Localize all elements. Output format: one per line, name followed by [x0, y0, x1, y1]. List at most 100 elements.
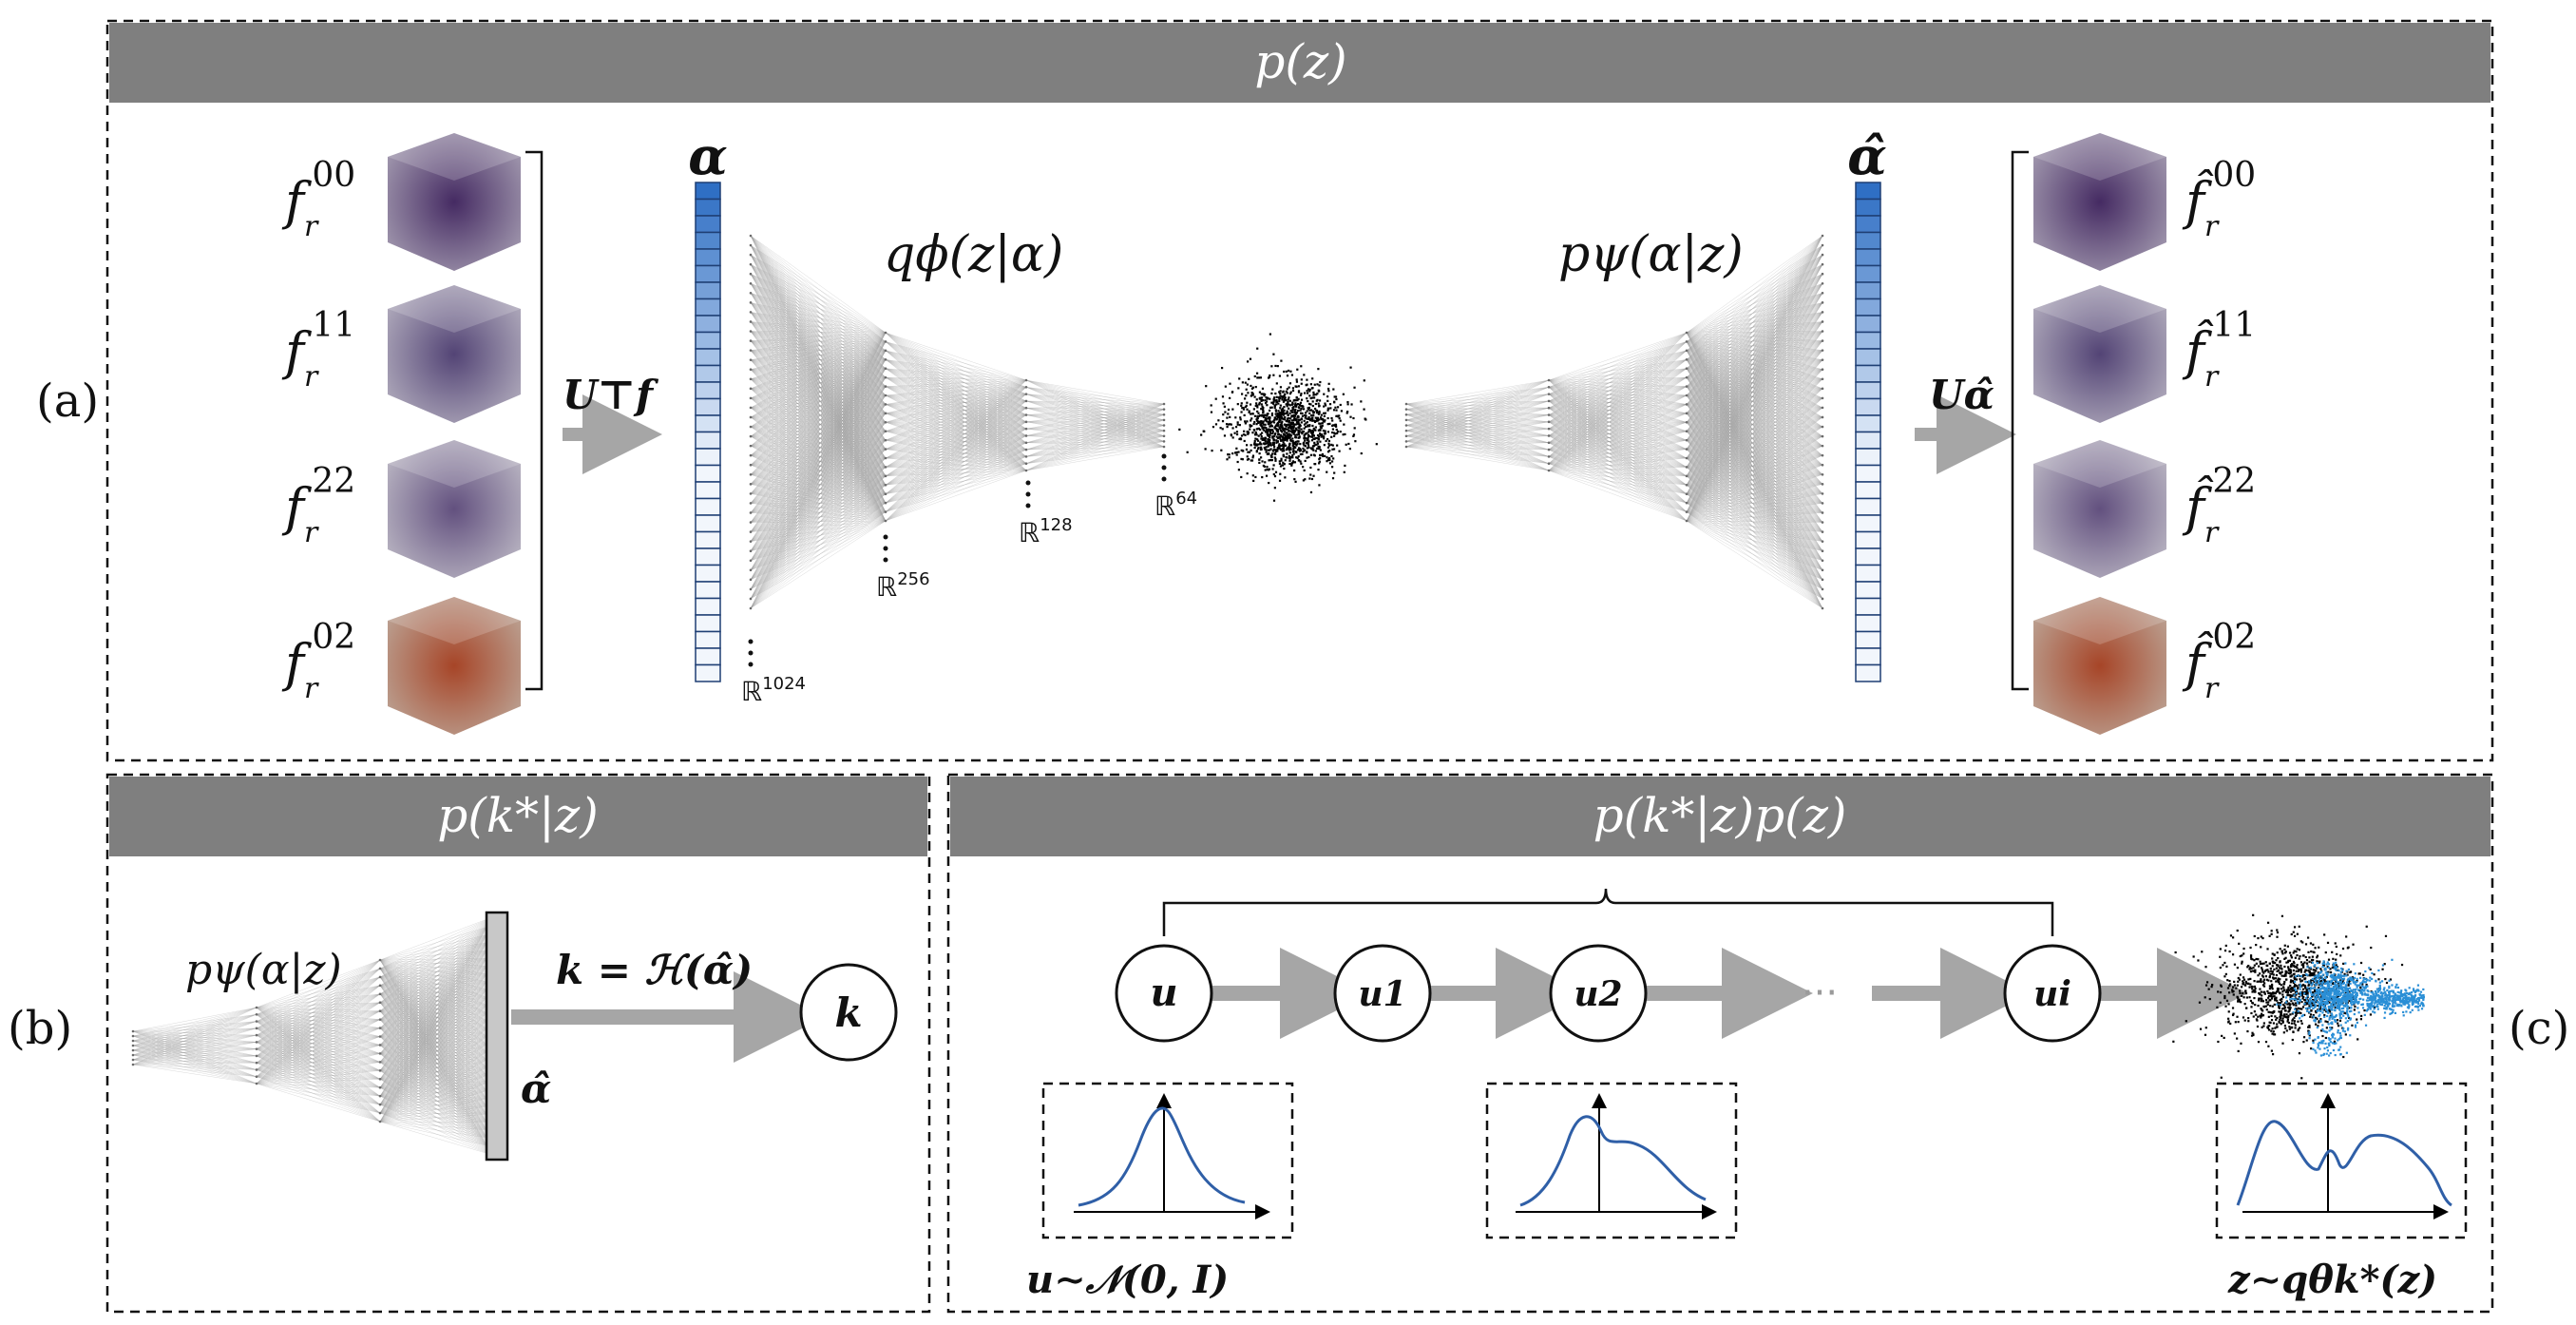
vector-cell [695, 530, 721, 549]
vector-cell [1855, 348, 1881, 367]
flow-node-u: u [1115, 944, 1213, 1043]
panel-c-title: p(k*|z)p(z) [1593, 788, 1847, 843]
cube-f11 [388, 285, 521, 423]
cube-f00 [388, 133, 521, 271]
panel-a-header [109, 23, 2490, 103]
transform-in-label: U⊤f [563, 372, 659, 418]
panel-b-alpha-hat-label: α̂ [521, 1066, 551, 1112]
vector-cell [695, 182, 721, 201]
latent-scatter [1178, 333, 1378, 502]
panel-b-decoder-label: pψ(α|z) [185, 946, 342, 994]
flow-ellipsis: ··· [1802, 971, 1838, 1015]
panel-c: p(k*|z)p(z) (c) ··· u u1 u2 [946, 773, 2569, 1314]
label-f02: fr02 [281, 618, 355, 705]
panel-c-header [950, 777, 2490, 856]
label-f22: fr22 [281, 462, 355, 549]
flow-node-ui: ui [2003, 944, 2102, 1043]
vector-cell [1855, 581, 1881, 600]
panel-b-mapping-label: k = ℋ(α̂) [556, 947, 753, 993]
dim-256: ℝ256 [876, 534, 930, 603]
panel-a: p(z) (a) fr00 fr11 fr22 [36, 19, 2494, 762]
vector-cell [695, 647, 721, 666]
svg-text:ℝ256: ℝ256 [876, 569, 930, 603]
vector-cell [1855, 281, 1881, 300]
vector-cell [695, 431, 721, 450]
svg-text:ℝ1024: ℝ1024 [741, 674, 806, 707]
flow-brace [1162, 888, 2054, 936]
vector-cell [695, 597, 721, 616]
output-labels: f̂r00 f̂r11 f̂r22 f̂r02 [2182, 156, 2256, 705]
vector-cell [1855, 481, 1881, 500]
transform-out-label: Uα̂ [1929, 372, 1994, 418]
vector-cell [1855, 497, 1881, 516]
panel-b-title: p(k*|z) [437, 788, 599, 843]
decoder-label: pψ(α|z) [1558, 226, 1744, 283]
label-f11: fr11 [281, 306, 355, 394]
vector-cell [1855, 614, 1881, 633]
label-fhat22: f̂r22 [2182, 462, 2256, 549]
panel-b-decoder-network [131, 915, 494, 1157]
vector-cell [1855, 381, 1881, 400]
panel-a-title: p(z) [1254, 34, 1346, 89]
vector-cell [1855, 215, 1881, 234]
target-density-curve [2236, 1120, 2452, 1207]
density-inset-mid [1485, 1082, 1738, 1239]
vector-cell [1855, 663, 1881, 682]
panel-c-side-label: (c) [2509, 1002, 2569, 1055]
vector-cell [695, 264, 721, 283]
cube-f22 [388, 440, 521, 578]
mid-density-curve [1519, 1115, 1707, 1207]
vector-cell [1855, 364, 1881, 383]
vector-cell [695, 281, 721, 300]
panel-b-k-node [799, 963, 898, 1062]
cube-fhat22 [2033, 440, 2166, 578]
label-fhat11: f̂r11 [2182, 306, 2256, 394]
panel-b-k-label: k [834, 989, 862, 1036]
output-cubes [2033, 133, 2166, 735]
svg-text:ℝ64: ℝ64 [1154, 489, 1197, 522]
input-cubes [388, 133, 521, 735]
panel-c-border [946, 773, 2494, 1314]
vector-cell [695, 315, 721, 334]
vector-cell [1855, 331, 1881, 350]
vector-cell [1855, 414, 1881, 433]
panel-b-alpha-hat-bar [485, 911, 509, 1162]
vector-cell [695, 215, 721, 234]
vector-cell [695, 414, 721, 433]
base-dist-label: u∼𝒩(0, I) [1026, 1258, 1229, 1302]
cube-fhat02 [2033, 597, 2166, 735]
vector-cell [1855, 530, 1881, 549]
vector-cell [1855, 198, 1881, 217]
density-inset-base [1041, 1082, 1294, 1239]
vector-cell [1855, 514, 1881, 533]
vector-cell [695, 481, 721, 500]
vector-cell [695, 364, 721, 383]
vector-cell [695, 298, 721, 317]
panel-b: p(k*|z) (b) pψ(α|z) α̂ k = ℋ(α̂) k [8, 773, 931, 1314]
vector-cell [695, 663, 721, 682]
label-fhat00: f̂r00 [2182, 156, 2256, 243]
cube-f02 [388, 597, 521, 735]
cube-fhat00 [2033, 133, 2166, 271]
vector-cell [1855, 547, 1881, 566]
alpha-vector [695, 182, 721, 682]
decoder-network [1404, 234, 1824, 610]
vector-cell [1855, 464, 1881, 483]
vector-cell [695, 198, 721, 217]
vector-cell [695, 614, 721, 633]
vector-cell [695, 231, 721, 250]
flow-node-u2: u2 [1549, 944, 1648, 1043]
panel-a-side-label: (a) [36, 374, 99, 428]
vector-cell [1855, 597, 1881, 616]
panel-a-border [105, 19, 2494, 762]
cube-fhat11 [2033, 285, 2166, 423]
vector-cell [695, 547, 721, 566]
vector-cell [1855, 182, 1881, 201]
encoder-network [749, 234, 1166, 610]
vector-cell [695, 581, 721, 600]
vector-cell [1855, 630, 1881, 649]
vector-cell [695, 381, 721, 400]
vector-cell [695, 448, 721, 467]
svg-text:ℝ128: ℝ128 [1019, 515, 1073, 548]
